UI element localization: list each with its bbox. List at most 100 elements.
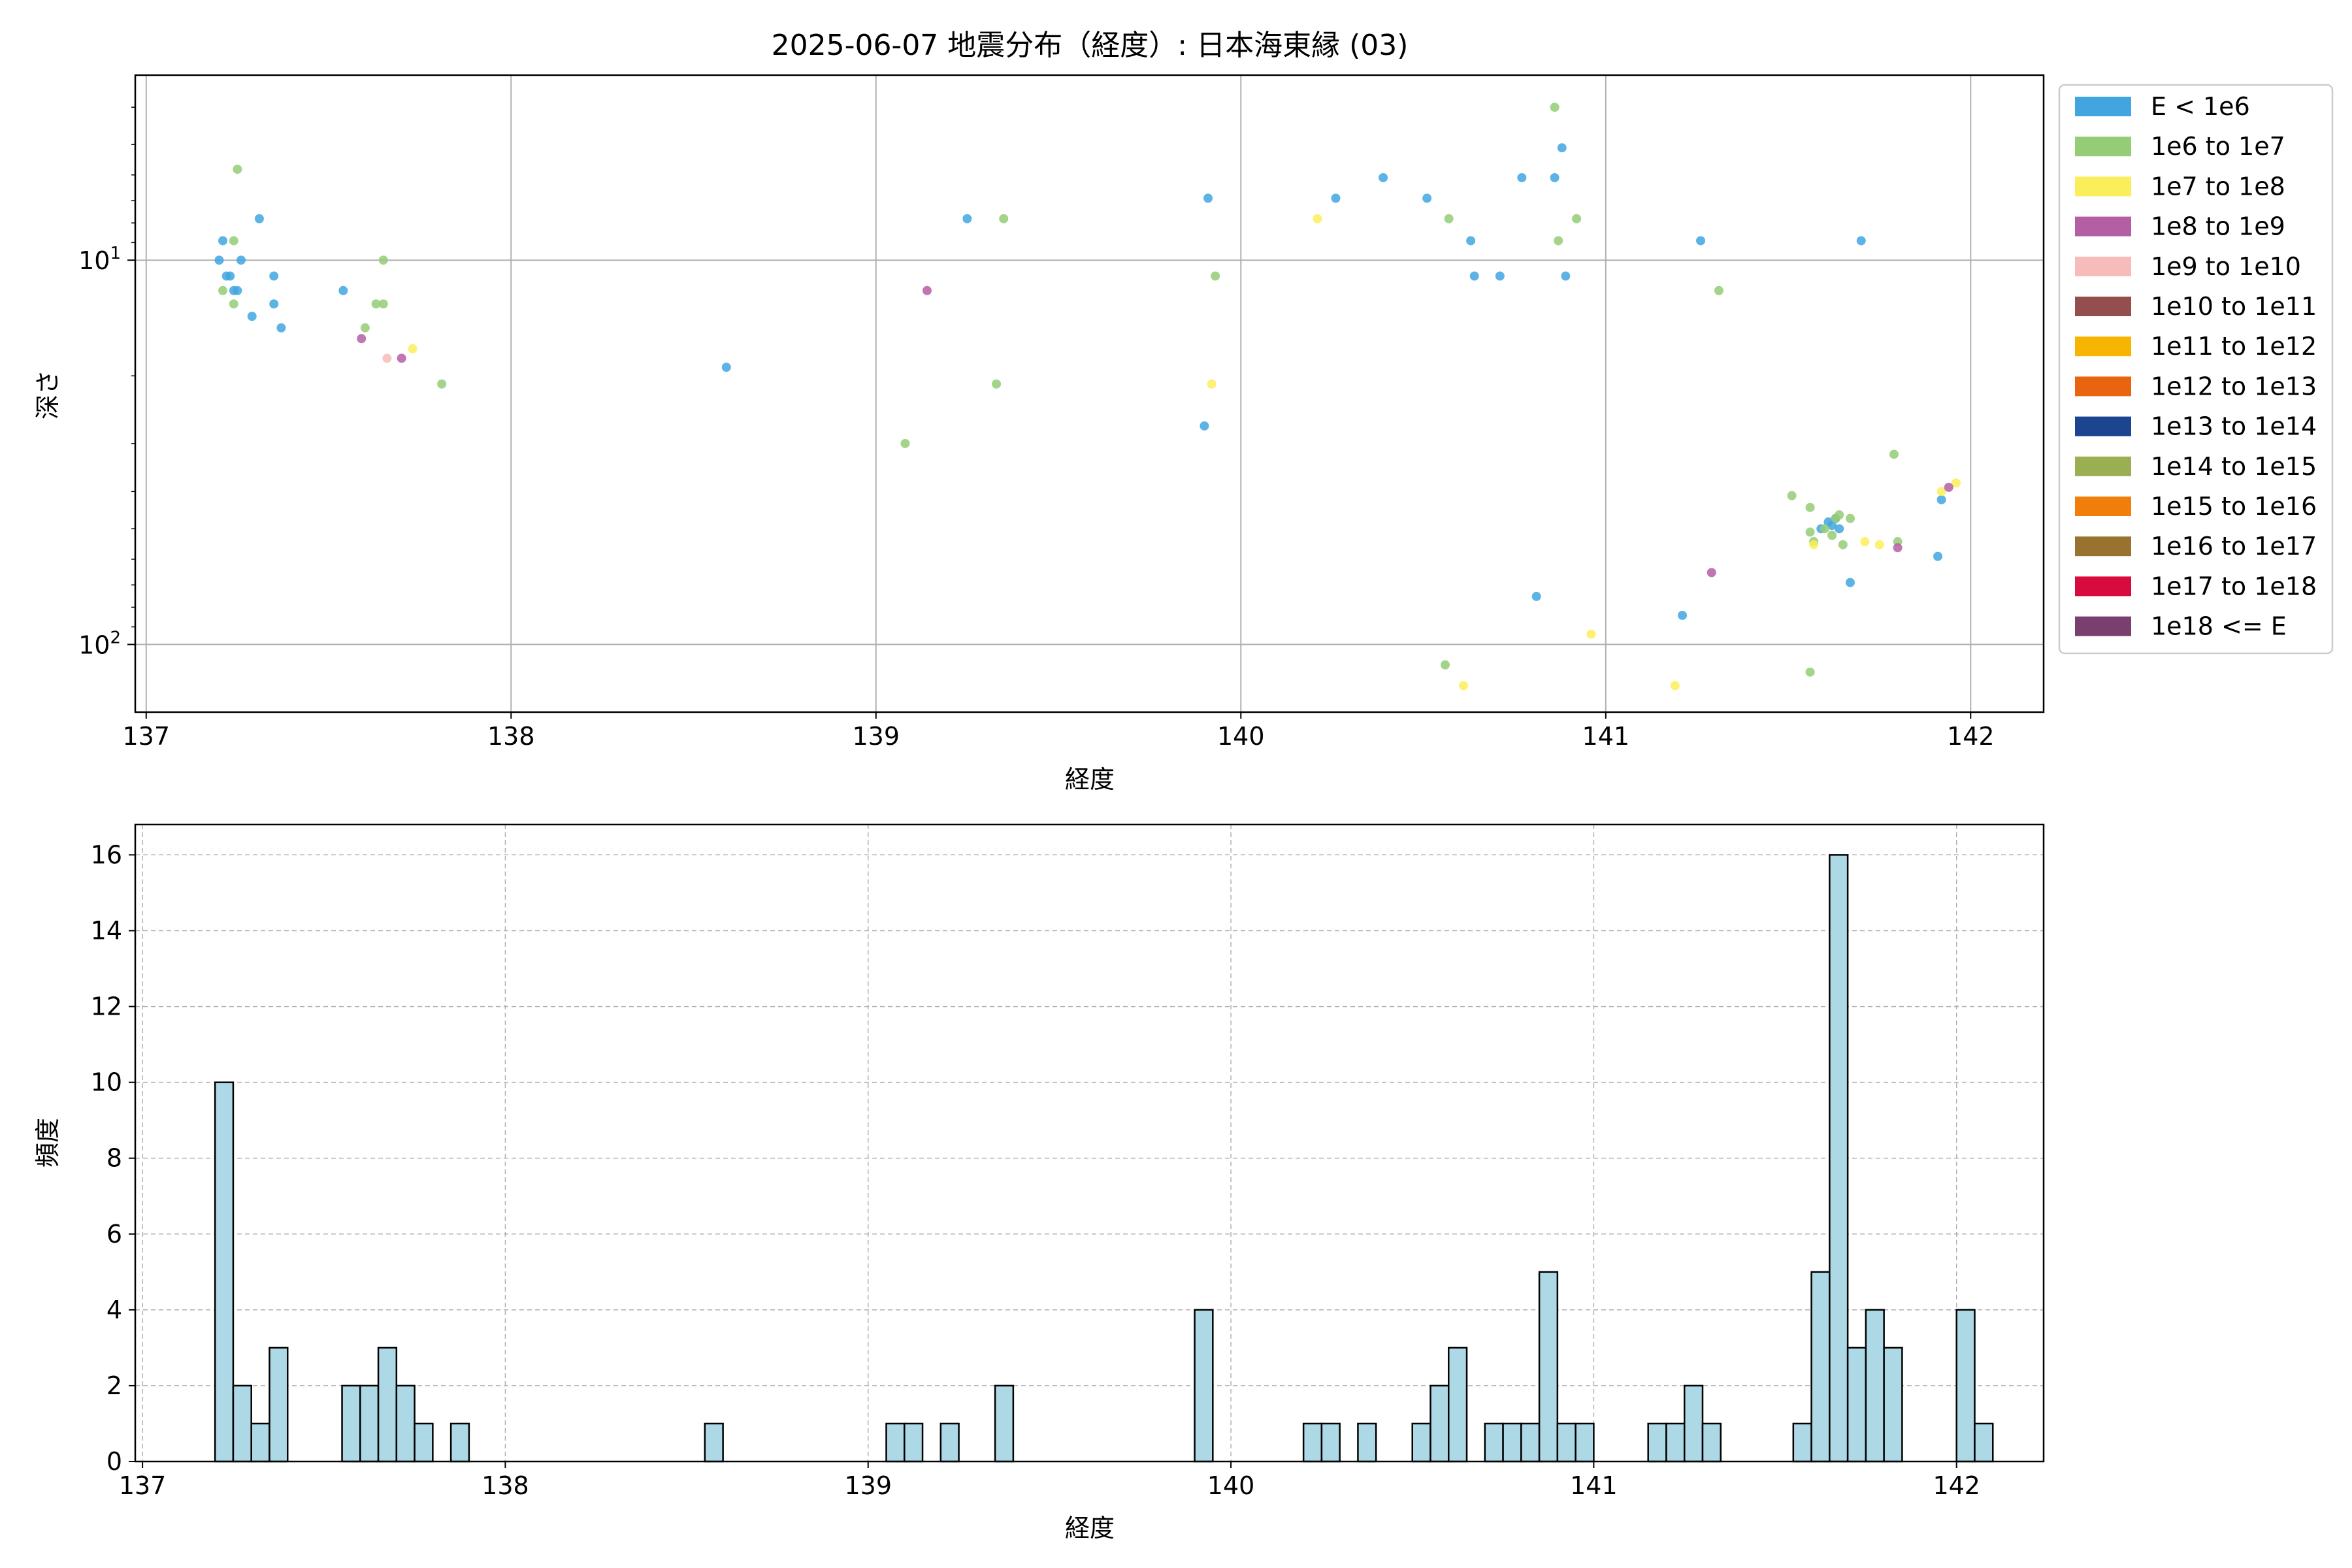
- scatter-point: [1893, 543, 1903, 553]
- histogram-bar: [1792, 1422, 1812, 1463]
- histogram-x-tick-label: 139: [844, 1471, 892, 1500]
- histogram-bar: [1411, 1422, 1431, 1463]
- scatter-point: [338, 286, 348, 295]
- scatter-point: [1517, 172, 1527, 182]
- scatter-point: [922, 286, 932, 295]
- scatter-point: [962, 214, 972, 223]
- scatter-x-tick-label: 138: [487, 722, 535, 751]
- histogram-y-axis-label: 頻度: [33, 1118, 62, 1168]
- legend-swatch: [2075, 576, 2131, 596]
- histogram-bar: [214, 1081, 235, 1463]
- scatter-point: [382, 353, 392, 363]
- histogram-bar: [1320, 1422, 1341, 1463]
- histogram-y-ticks: 0 2 4 6 8 10 12 14 16: [91, 840, 135, 1476]
- scatter-point: [214, 255, 224, 265]
- legend-label: 1e7 to 1e8: [2151, 172, 2285, 201]
- scatter-point: [1561, 271, 1571, 281]
- scatter-point: [254, 214, 264, 223]
- histogram-bar: [1683, 1384, 1704, 1463]
- scatter-point: [1805, 667, 1815, 677]
- histogram-bar: [994, 1384, 1015, 1463]
- legend-label: E < 1e6: [2151, 92, 2250, 121]
- scatter-point: [1572, 214, 1582, 223]
- scatter-point: [276, 323, 286, 333]
- legend-label: 1e10 to 1e11: [2151, 292, 2317, 321]
- scatter-point: [992, 379, 1002, 389]
- histogram-bar: [449, 1422, 470, 1463]
- scatter-point: [1200, 421, 1209, 431]
- scatter-x-axis-label: 経度: [1065, 765, 1115, 794]
- legend-label: 1e11 to 1e12: [2151, 332, 2317, 361]
- scatter-point: [269, 271, 279, 281]
- scatter-y-ticks: 101 102: [78, 106, 135, 659]
- legend-swatch: [2075, 416, 2131, 436]
- histogram-bar: [1575, 1422, 1595, 1463]
- scatter-point: [721, 363, 731, 372]
- histogram-bar: [1665, 1422, 1686, 1463]
- scatter-point: [408, 344, 417, 353]
- scatter-y-tick-label: 101: [78, 244, 121, 275]
- scatter-point: [218, 286, 228, 295]
- legend-label: 1e12 to 1e13: [2151, 372, 2317, 400]
- histogram-plot: 137 138 139 140 141 142 0 2 4 6 8 10 12 14 16 経度 頻度: [33, 823, 2045, 1543]
- scatter-point: [1211, 271, 1220, 281]
- histogram-bar: [1829, 854, 1849, 1463]
- legend-swatch: [2075, 497, 2131, 516]
- scatter-point: [999, 214, 1009, 223]
- legend-label: 1e6 to 1e7: [2151, 132, 2285, 161]
- scatter-point: [1207, 379, 1217, 389]
- histogram-bar: [1448, 1347, 1468, 1463]
- legend-swatch: [2075, 536, 2131, 557]
- scatter-plot: 137 138 139 140 141 142 101 102 経度 深さ: [33, 74, 2045, 794]
- scatter-x-tick-label: 141: [1582, 722, 1630, 751]
- scatter-point: [1444, 214, 1454, 223]
- scatter-point: [236, 255, 246, 265]
- scatter-point: [225, 271, 235, 281]
- histogram-bar: [1194, 1309, 1214, 1463]
- legend-label: 1e16 to 1e17: [2151, 532, 2317, 561]
- legend-frame: [2058, 84, 2334, 655]
- scatter-point: [1805, 502, 1815, 512]
- scatter-point: [247, 312, 257, 321]
- scatter-point: [1820, 524, 1829, 534]
- histogram-bar: [704, 1422, 724, 1463]
- scatter-point: [1860, 537, 1870, 547]
- scatter-point: [1856, 236, 1866, 246]
- histogram-bar: [377, 1347, 398, 1463]
- scatter-point: [360, 323, 370, 333]
- scatter-point: [1678, 610, 1688, 620]
- histogram-bar: [359, 1384, 380, 1463]
- scatter-point: [1466, 236, 1476, 246]
- scatter-point: [1586, 629, 1596, 639]
- scatter-point: [378, 255, 388, 265]
- scatter-point: [1469, 271, 1479, 281]
- histogram-x-tick-label: 142: [1933, 1471, 1980, 1500]
- histogram-bar: [1701, 1422, 1722, 1463]
- histogram-bar: [885, 1422, 906, 1463]
- scatter-point: [437, 379, 447, 389]
- histogram-bar: [395, 1384, 416, 1463]
- scatter-x-tick-label: 139: [853, 722, 900, 751]
- histogram-y-tick-label: 6: [106, 1220, 122, 1249]
- histogram-bar: [1865, 1309, 1885, 1463]
- histogram-bars: [214, 854, 1994, 1463]
- scatter-point: [1845, 514, 1855, 523]
- scatter-point: [1936, 487, 1946, 497]
- histogram-bar: [1974, 1422, 1994, 1463]
- histogram-grid: [135, 825, 2044, 1462]
- histogram-bar: [341, 1384, 361, 1463]
- legend-swatch: [2075, 616, 2131, 636]
- histogram-x-tick-label: 140: [1207, 1471, 1255, 1500]
- scatter-point: [1714, 286, 1723, 295]
- scatter-point: [1670, 681, 1680, 691]
- scatter-point: [1787, 491, 1797, 500]
- histogram-y-tick-label: 0: [106, 1447, 122, 1476]
- histogram-y-tick-label: 8: [106, 1144, 122, 1173]
- legend-swatch: [2075, 336, 2131, 357]
- scatter-point: [1203, 193, 1213, 203]
- legend-swatch: [2075, 297, 2131, 316]
- legend-swatch: [2075, 97, 2131, 116]
- scatter-point: [357, 334, 367, 344]
- scatter-point: [1835, 524, 1844, 534]
